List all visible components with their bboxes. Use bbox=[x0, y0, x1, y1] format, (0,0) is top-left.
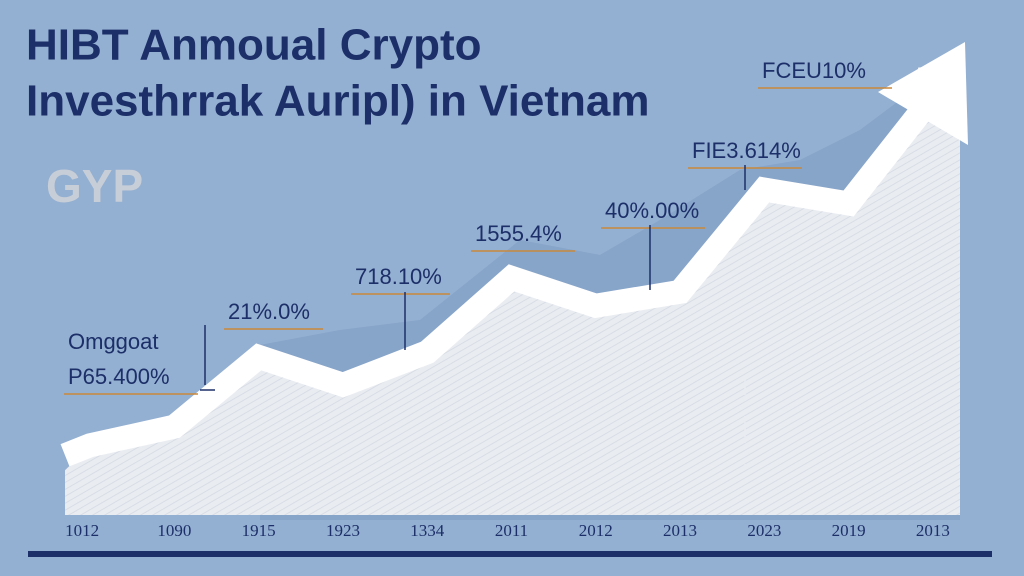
x-tick-label: 1012 bbox=[65, 521, 99, 540]
annotation: Omggoat bbox=[68, 329, 159, 354]
annotation: 1555.4% bbox=[475, 221, 562, 246]
chart-title: HIBT Anmoual Crypto bbox=[26, 21, 481, 70]
x-tick-label: 2012 bbox=[579, 521, 613, 540]
annotation: P65.400% bbox=[68, 364, 170, 389]
x-tick-label: 2011 bbox=[495, 521, 528, 540]
x-tick-label: 2019 bbox=[832, 521, 866, 540]
annotation: FCEU10% bbox=[762, 58, 866, 83]
logo: GYP bbox=[46, 160, 143, 212]
line bbox=[60, 65, 946, 467]
annotation: 718.10% bbox=[355, 264, 442, 289]
plot bbox=[60, 65, 960, 515]
x-tick-label: 2013 bbox=[663, 521, 697, 540]
annotation: 40%.00% bbox=[605, 198, 699, 223]
x-tick-label: 2023 bbox=[747, 521, 781, 540]
x-tick-label: 2013 bbox=[916, 521, 950, 540]
annotation: 21%.0% bbox=[228, 299, 310, 324]
annotation: FIE3.614% bbox=[692, 138, 801, 163]
area bbox=[65, 96, 960, 515]
arrow-head bbox=[878, 42, 968, 145]
x-tick-label: 1090 bbox=[157, 521, 191, 540]
chart-subtitle: Investhrrak Auripl) in Vietnam bbox=[26, 77, 650, 126]
x-tick-label: 1334 bbox=[410, 521, 445, 540]
baseline-bar bbox=[28, 551, 992, 557]
x-tick-label: 1923 bbox=[326, 521, 360, 540]
x-tick-label: 1915 bbox=[242, 521, 276, 540]
